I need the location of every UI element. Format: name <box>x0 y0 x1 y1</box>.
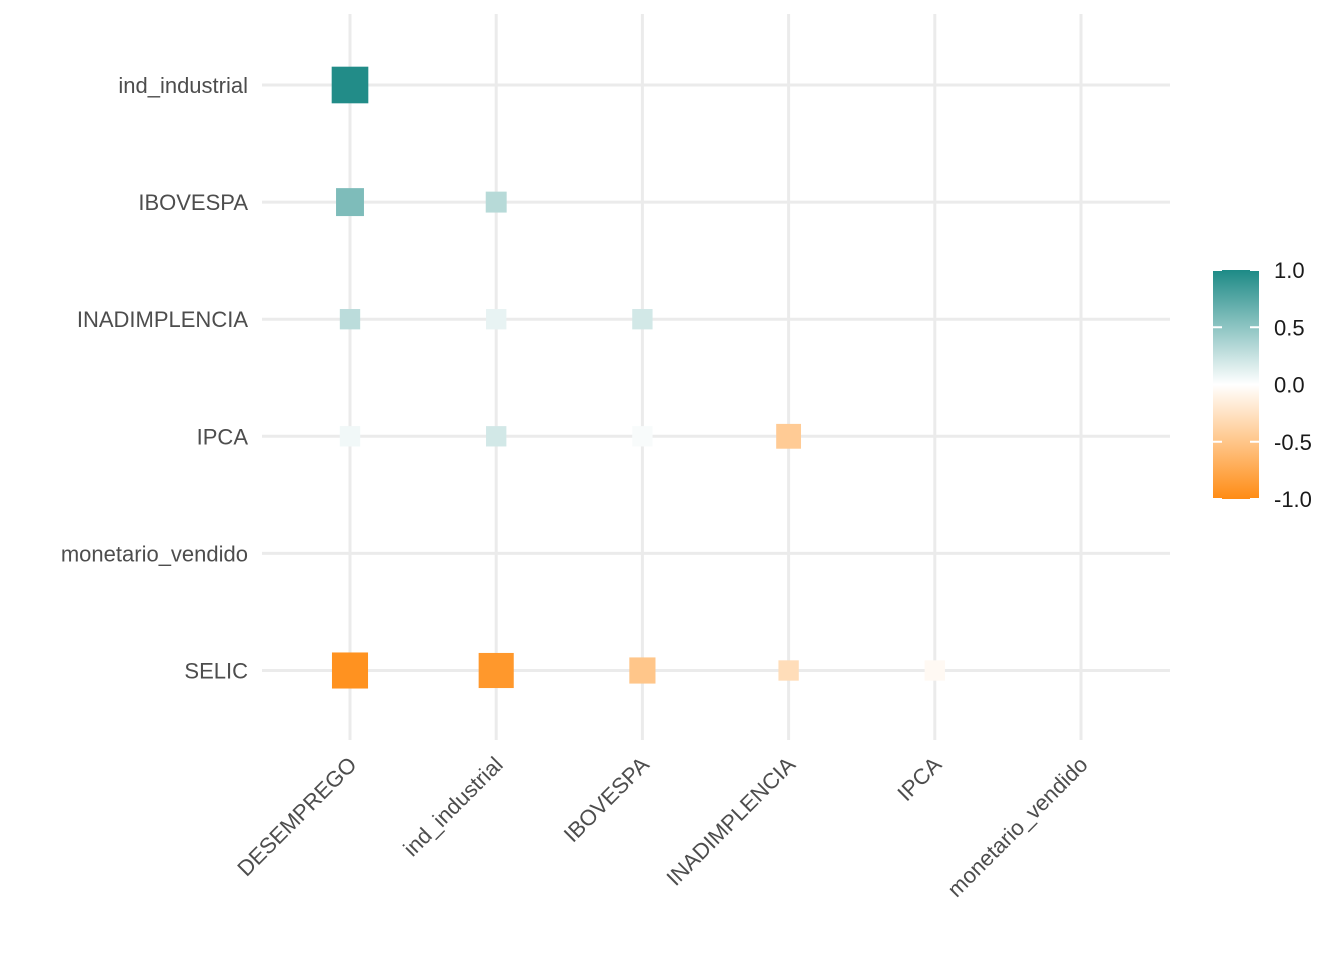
y-axis-label: IPCA <box>197 424 249 449</box>
legend-tick-label: 0.5 <box>1274 315 1305 340</box>
legend-tick-label: -0.5 <box>1274 430 1312 455</box>
y-axis-label: INADIMPLENCIA <box>77 307 248 332</box>
x-axis-label: IPCA <box>892 752 946 806</box>
heatmap-cell <box>629 657 656 684</box>
heatmap-cell <box>478 652 514 689</box>
heatmap-cell <box>339 426 361 447</box>
heatmap-cell <box>924 660 945 681</box>
x-axis-label: IBOVESPA <box>559 752 654 847</box>
color-legend: 1.0 0.5 0.0 -0.5 -1.0 <box>1213 258 1312 512</box>
x-axis-label: INADIMPLENCIA <box>661 752 800 891</box>
heatmap-cell <box>336 188 364 217</box>
y-axis-label: monetario_vendido <box>61 541 248 566</box>
legend-tick-label: 0.0 <box>1274 373 1305 398</box>
heatmap-cell <box>331 652 369 689</box>
heatmap-cell <box>776 423 802 449</box>
heatmap-cell <box>331 66 369 104</box>
legend-tick-label: 1.0 <box>1274 258 1305 283</box>
heatmap-cell <box>486 426 507 447</box>
x-axis-labels: DESEMPREGO ind_industrial IBOVESPA INADIMPL… <box>232 752 1092 902</box>
y-axis-labels: ind_industrial IBOVESPA INADIMPLENCIA IPCA m… <box>61 73 248 684</box>
heatmap-cell <box>485 191 507 213</box>
heatmap-cells <box>331 66 945 689</box>
heatmap-cell <box>778 660 799 681</box>
x-axis-label: ind_industrial <box>398 752 507 861</box>
x-axis-label: monetario_vendido <box>943 752 1093 902</box>
grid-lines <box>262 14 1170 740</box>
y-axis-label: IBOVESPA <box>138 190 248 215</box>
heatmap-cell <box>339 309 361 330</box>
heatmap-cell <box>632 309 653 330</box>
heatmap-cell <box>486 309 507 330</box>
legend-tick-label: -1.0 <box>1274 487 1312 512</box>
y-axis-label: ind_industrial <box>118 73 248 98</box>
x-axis-label: DESEMPREGO <box>232 752 361 881</box>
y-axis-label: SELIC <box>184 659 248 684</box>
heatmap-cell <box>632 426 653 447</box>
